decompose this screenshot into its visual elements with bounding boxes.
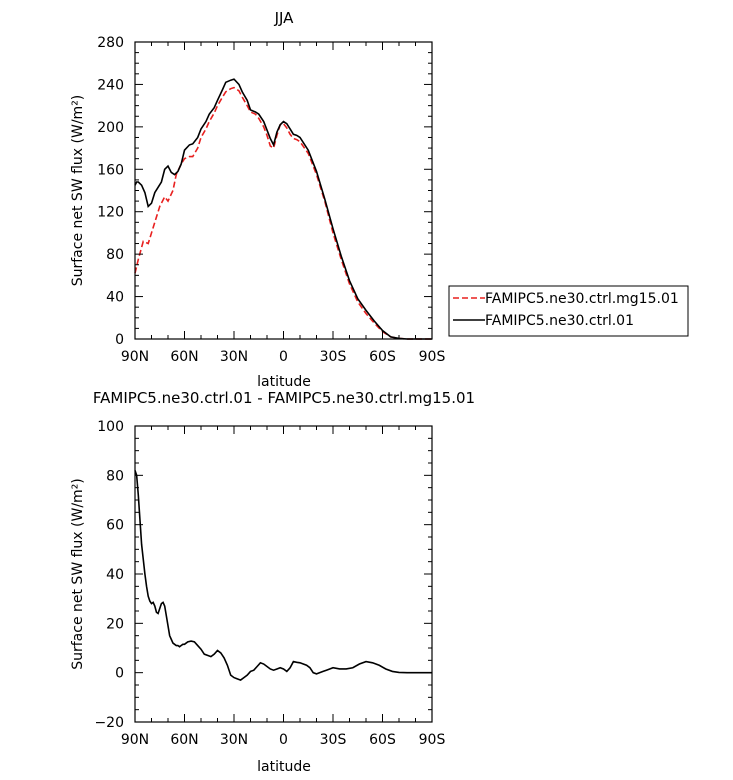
top-x-tick-label: 90S — [419, 349, 446, 365]
top-series-group — [134, 78, 432, 340]
bottom-y-tick-label: 40 — [106, 567, 124, 583]
top-x-tick-label: 0 — [279, 349, 288, 365]
top-series-line-0 — [134, 86, 432, 340]
top-x-tick-label: 60N — [170, 349, 198, 365]
bottom-panel: FAMIPC5.ne30.ctrl.01 - FAMIPC5.ne30.ctrl… — [70, 389, 475, 775]
top-y-tick-label: 200 — [97, 120, 124, 136]
bottom-x-tick-label: 60S — [369, 732, 396, 748]
top-x-tick-label: 30S — [320, 349, 347, 365]
top-series-line-1 — [134, 78, 432, 340]
bottom-x-tick-label: 90S — [419, 732, 446, 748]
top-x-axis-label: latitude — [257, 374, 311, 390]
bottom-y-tick-label: 80 — [106, 468, 124, 484]
bottom-series-line-0 — [134, 470, 432, 681]
bottom-x-tick-label: 0 — [279, 732, 288, 748]
bottom-y-tick-label: 20 — [106, 616, 124, 632]
bottom-x-tick-label: 30N — [220, 732, 248, 748]
legend-label-mg15: FAMIPC5.ne30.ctrl.mg15.01 — [485, 291, 679, 307]
bottom-ticks: 90N 60N 30N 0 30S 60S 90S −20 0 20 40 60 80 100 — [94, 419, 445, 748]
top-y-axis-label: Surface net SW flux (W/m²) — [70, 95, 86, 287]
top-plot-frame — [134, 41, 433, 340]
top-y-tick-label: 160 — [97, 162, 124, 178]
top-ticks: 90N 60N 30N 0 30S 60S 90S 0 40 80 120 160 200 240 280 — [97, 35, 445, 365]
top-y-tick-label: 120 — [97, 205, 124, 221]
legend: FAMIPC5.ne30.ctrl.mg15.01 FAMIPC5.ne30.c… — [448, 285, 689, 337]
top-x-tick-label: 60S — [369, 349, 396, 365]
bottom-y-tick-label: −20 — [94, 715, 124, 731]
bottom-x-tick-label: 60N — [170, 732, 198, 748]
legend-label-ctrl: FAMIPC5.ne30.ctrl.01 — [485, 313, 634, 329]
top-y-tick-label: 40 — [106, 290, 124, 306]
bottom-x-axis-label: latitude — [257, 759, 311, 775]
top-chart-title: JJA — [274, 9, 295, 27]
top-x-tick-label: 30N — [220, 349, 248, 365]
top-y-tick-label: 280 — [97, 35, 124, 51]
bottom-series-group — [134, 470, 432, 681]
bottom-y-tick-label: 60 — [106, 518, 124, 534]
bottom-x-tick-label: 30S — [320, 732, 347, 748]
top-y-tick-label: 80 — [106, 247, 124, 263]
top-x-tick-label: 90N — [121, 349, 149, 365]
top-panel: JJA 90N 60N 30N 0 30S 60S 90S 0 40 80 120 160 200 240… — [70, 9, 445, 390]
bottom-y-tick-label: 100 — [97, 419, 124, 435]
top-y-tick-label: 0 — [115, 332, 124, 348]
bottom-plot-frame — [134, 425, 433, 723]
bottom-x-tick-label: 90N — [121, 732, 149, 748]
bottom-y-axis-label: Surface net SW flux (W/m²) — [70, 478, 86, 670]
legend-box — [448, 285, 689, 337]
top-y-tick-label: 240 — [97, 77, 124, 93]
bottom-y-tick-label: 0 — [115, 666, 124, 682]
bottom-chart-title: FAMIPC5.ne30.ctrl.01 - FAMIPC5.ne30.ctrl… — [93, 389, 475, 407]
